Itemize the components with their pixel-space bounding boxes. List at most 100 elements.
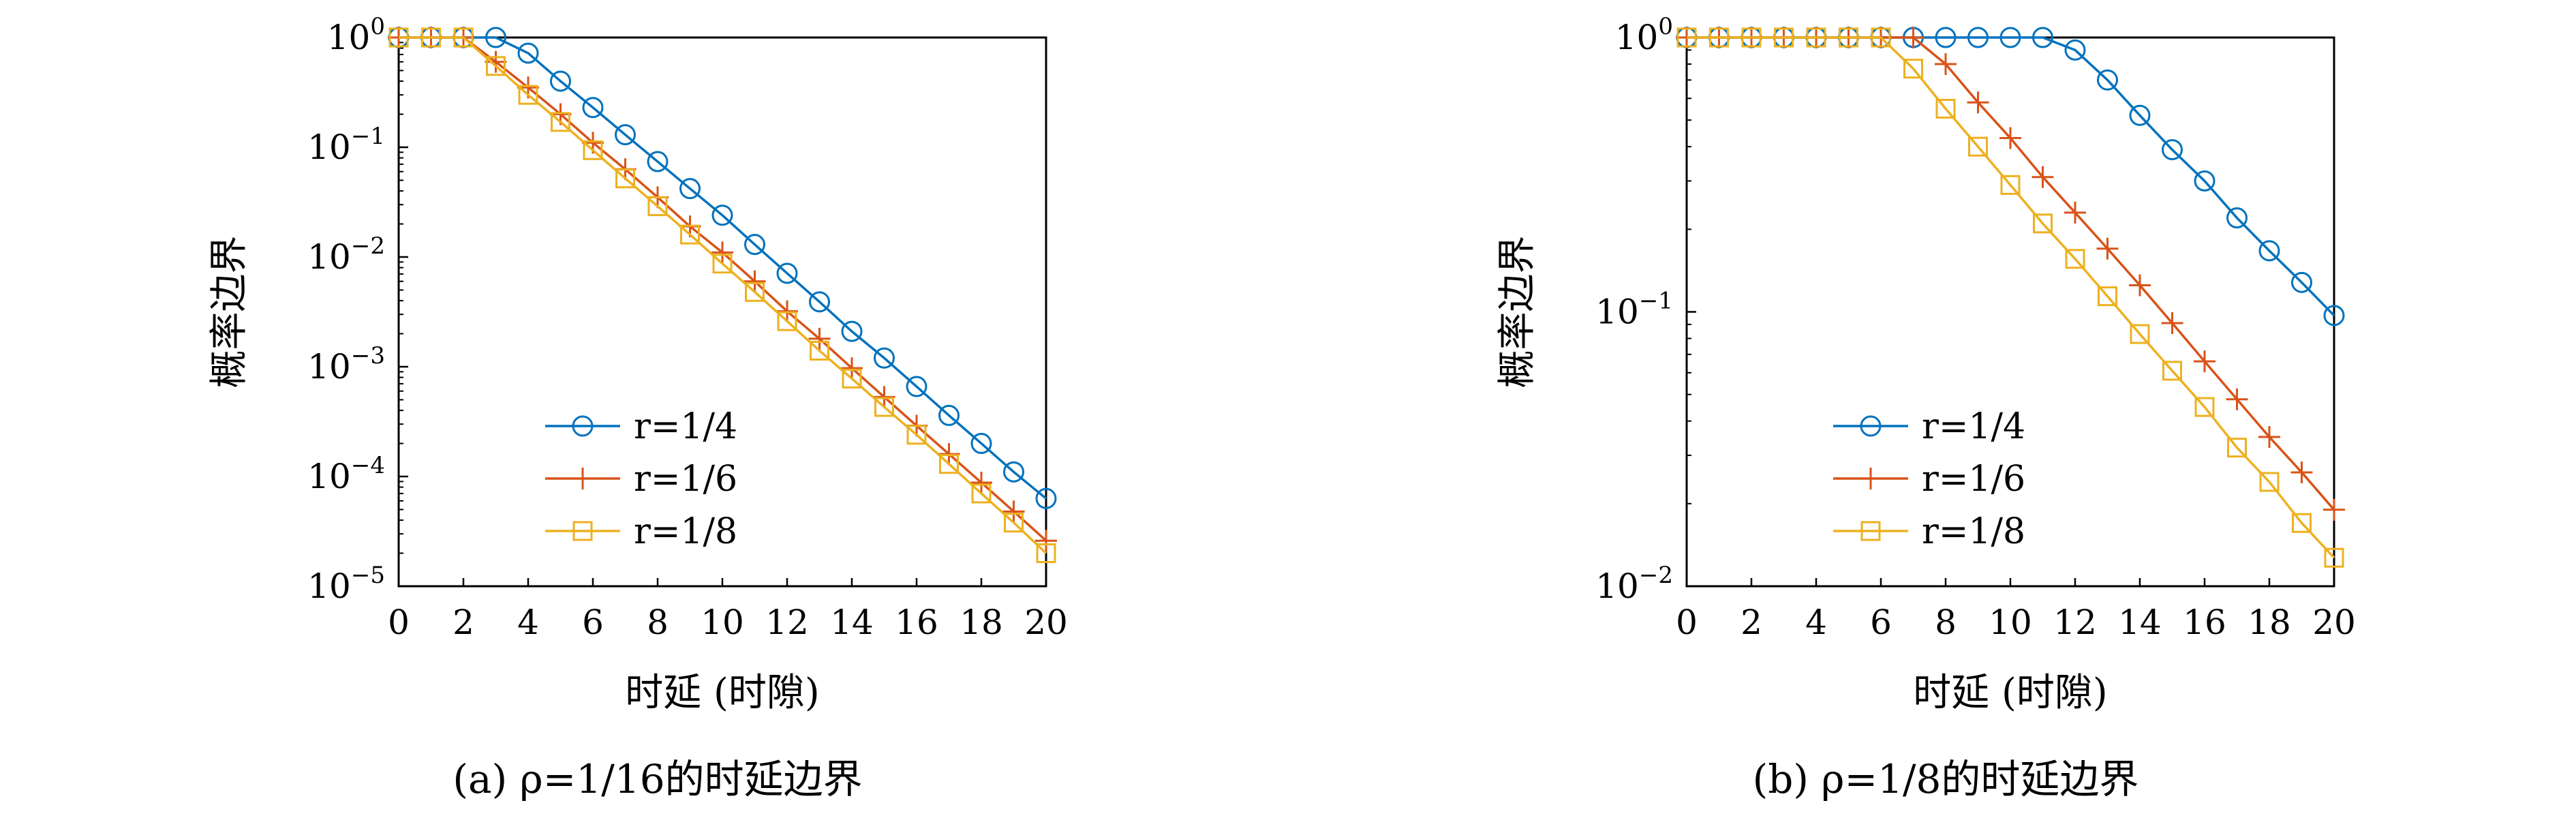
data-point-12: [777, 311, 797, 331]
x-tick-label: 10: [1989, 603, 2032, 642]
y-axis-label: 概率边界: [1495, 236, 1539, 389]
plot-frame: [1685, 36, 2335, 588]
data-point-15: [874, 397, 894, 417]
data-point-20: [1035, 530, 1057, 552]
data-point-4: [517, 42, 539, 64]
data-point-7: [615, 124, 636, 146]
data-point-19: [2292, 513, 2312, 533]
data-point-8: [647, 196, 668, 217]
data-point-8: [1935, 99, 1956, 119]
data-point-15: [873, 386, 895, 408]
data-point-13: [2098, 286, 2117, 307]
y-tick-label: 10−5: [307, 562, 385, 606]
y-tick-label: 100: [1615, 13, 1673, 57]
data-point-12: [2064, 201, 2086, 224]
x-tick-label: 20: [2312, 603, 2356, 642]
data-point-1: [1709, 27, 1729, 48]
legend-label: r=1/8: [634, 511, 737, 552]
data-point-15: [2161, 312, 2183, 334]
x-tick-label: 14: [830, 603, 874, 642]
data-point-12: [2064, 39, 2086, 61]
data-point-14: [2129, 274, 2151, 297]
data-point-11: [743, 270, 766, 292]
data-point-20: [1036, 543, 1056, 564]
plot-frame: [397, 36, 1047, 588]
legend-label: r=1/4: [634, 406, 737, 447]
data-point-8: [1935, 53, 1957, 76]
legend-label: r=1/8: [1922, 511, 2025, 552]
data-point-9: [680, 224, 700, 245]
x-axis-label: 时延 (时隙): [625, 671, 820, 715]
data-point-6: [1871, 27, 1891, 48]
x-tick-label: 0: [1676, 603, 1698, 642]
x-axis-label: 时延 (时隙): [1913, 671, 2108, 715]
data-point-12: [2065, 249, 2085, 269]
data-point-10: [712, 254, 733, 274]
series-line: [1687, 36, 2335, 559]
data-point-8: [1935, 27, 1957, 48]
data-point-18: [2258, 426, 2280, 449]
data-point-19: [1004, 513, 1024, 533]
data-point-10: [711, 241, 733, 264]
data-point-legend-2: [1860, 521, 1881, 541]
data-point-13: [810, 340, 829, 361]
x-tick-label: 4: [517, 603, 539, 642]
y-tick-label: 10−1: [307, 123, 385, 167]
data-point-11: [2033, 213, 2053, 234]
data-point-12: [776, 262, 798, 284]
panel-caption: (b) ρ=1/8的时延边界: [1753, 756, 2139, 802]
data-point-14: [841, 320, 863, 342]
y-tick-label: 10−1: [1595, 288, 1673, 332]
x-tick-label: 2: [453, 603, 474, 642]
data-point-3: [485, 50, 507, 73]
data-point-10: [1999, 127, 2021, 149]
data-point-19: [1002, 500, 1025, 523]
data-point-17: [2226, 207, 2248, 229]
data-point-4: [518, 85, 538, 105]
data-point-16: [2194, 350, 2215, 373]
y-tick-label: 10−3: [307, 342, 385, 387]
legend: r=1/4 r=1/6 r=1/8: [545, 406, 737, 552]
data-point-17: [2227, 438, 2247, 458]
data-point-legend-2: [572, 521, 593, 541]
data-point-10: [1999, 27, 2021, 48]
data-point-8: [647, 151, 669, 172]
x-tick-label: 18: [2248, 603, 2291, 642]
series-3: [388, 27, 1056, 564]
series-3: [1676, 27, 2344, 568]
data-point-legend-0: [1860, 415, 1882, 437]
data-point-15: [2162, 361, 2182, 381]
data-point-3: [1774, 27, 1794, 48]
data-point-5: [1839, 27, 1858, 48]
data-point-9: [1968, 136, 1988, 157]
data-point-7: [1903, 59, 1923, 79]
data-point-9: [1967, 91, 1989, 114]
x-tick-label: 12: [2053, 603, 2097, 642]
data-point-19: [2290, 461, 2313, 483]
data-point-0: [1676, 27, 1697, 48]
data-point-3: [486, 56, 506, 76]
data-point-15: [2162, 139, 2183, 161]
data-point-14: [841, 357, 863, 380]
y-tick-label: 10−4: [307, 452, 385, 496]
data-point-11: [745, 282, 765, 302]
data-point-1: [421, 27, 441, 48]
data-point-16: [906, 425, 927, 445]
x-tick-label: 10: [701, 603, 744, 642]
y-tick-label: 10−2: [1595, 562, 1673, 606]
data-point-13: [2097, 69, 2118, 91]
legend-label: r=1/6: [634, 459, 737, 500]
x-tick-label: 6: [1870, 603, 1892, 642]
x-tick-label: 4: [1805, 603, 1827, 642]
x-tick-label: 8: [1935, 603, 1957, 642]
data-point-4: [1806, 27, 1826, 48]
data-point-18: [2258, 240, 2280, 262]
data-point-3: [485, 27, 506, 48]
data-point-9: [1967, 27, 1989, 48]
data-point-9: [679, 178, 701, 200]
x-tick-label: 16: [895, 603, 938, 642]
data-point-20: [2323, 498, 2345, 521]
data-point-19: [1003, 461, 1024, 483]
data-point-20: [1035, 487, 1057, 509]
